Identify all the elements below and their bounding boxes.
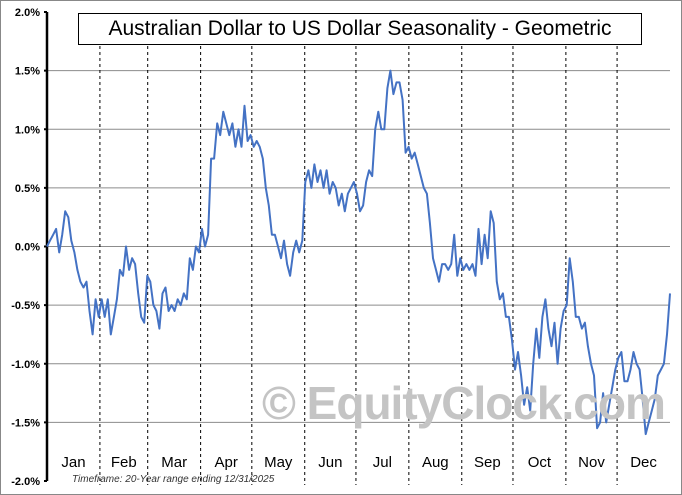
x-tick-label: Aug	[422, 454, 449, 471]
y-tick-label: -0.5%	[11, 300, 40, 312]
x-tick-label: Nov	[578, 454, 605, 471]
x-tick-label: Mar	[161, 454, 187, 471]
x-tick-label: Jun	[318, 454, 342, 471]
y-tick-label: -1.5%	[11, 417, 40, 429]
x-tick-label: Apr	[215, 454, 238, 471]
chart-title: Australian Dollar to US Dollar Seasonali…	[78, 13, 642, 45]
y-tick-label: -2.0%	[11, 476, 40, 488]
y-tick-label: -1.0%	[11, 359, 40, 371]
y-tick-label: 0.0%	[15, 242, 40, 254]
x-tick-label: Jul	[373, 454, 392, 471]
watermark: © EquityClock.com	[262, 377, 666, 429]
timeframe-annotation: Timeframe: 20-Year range ending 12/31/20…	[72, 474, 275, 485]
x-tick-label: Feb	[111, 454, 137, 471]
series-line	[46, 69, 671, 436]
x-tick-label: Jan	[61, 454, 85, 471]
x-tick-label: Dec	[630, 454, 657, 471]
y-tick-label: 0.5%	[15, 183, 40, 195]
y-tick-label: 1.0%	[15, 124, 40, 136]
y-tick-label: 1.5%	[15, 66, 40, 78]
y-tick-label: 2.0%	[15, 7, 40, 19]
x-tick-label: Sep	[474, 454, 501, 471]
x-tick-label: May	[264, 454, 293, 471]
x-tick-label: Oct	[528, 454, 552, 471]
